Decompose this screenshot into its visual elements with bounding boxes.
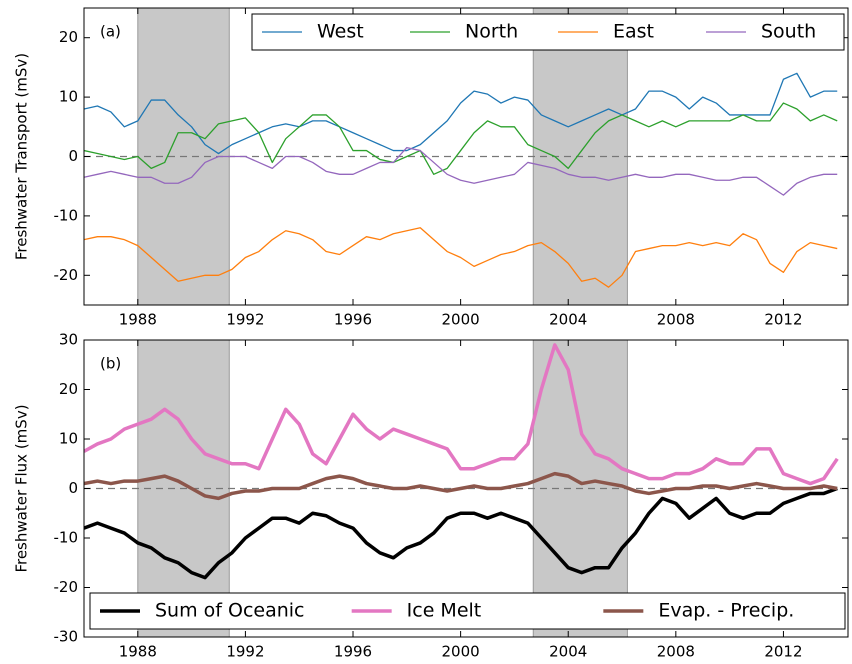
y-axis-label: Freshwater Transport (mSv) — [13, 53, 31, 260]
x-tick-label: 1992 — [226, 311, 264, 329]
x-tick-label: 1988 — [119, 643, 157, 661]
legend-label: East — [613, 21, 654, 43]
x-tick-label: 2012 — [764, 311, 802, 329]
series-line — [84, 146, 838, 196]
series-line — [84, 72, 838, 155]
series-line — [84, 486, 838, 580]
y-tick-label: 30 — [59, 331, 78, 349]
y-tick-label: 10 — [59, 88, 78, 106]
x-tick-label: 2012 — [764, 643, 802, 661]
y-tick-label: -20 — [54, 266, 79, 284]
legend-label: Sum of Oceanic — [155, 600, 305, 622]
y-tick-label: -30 — [54, 628, 79, 646]
x-tick-label: 1996 — [334, 311, 372, 329]
y-tick-label: 20 — [59, 380, 78, 398]
legend-label: North — [465, 21, 518, 43]
y-tick-label: -10 — [54, 206, 79, 224]
panel-label: (a) — [100, 23, 121, 41]
y-tick-label: -20 — [54, 578, 79, 596]
x-tick-label: 2004 — [549, 311, 587, 329]
legend-box — [89, 592, 846, 630]
x-tick-label: 2000 — [442, 643, 480, 661]
x-tick-label: 2000 — [442, 311, 480, 329]
x-tick-label: 1988 — [119, 311, 157, 329]
y-tick-label: 0 — [68, 479, 78, 497]
series-line — [84, 343, 839, 486]
x-tick-label: 1992 — [226, 643, 264, 661]
series-line — [84, 471, 838, 501]
panel-label: (b) — [100, 355, 121, 373]
y-tick-label: 0 — [68, 147, 78, 165]
y-tick-label: 20 — [59, 28, 78, 46]
plot-area — [84, 340, 848, 637]
series-line — [84, 102, 838, 175]
y-tick-label: -10 — [54, 529, 79, 547]
legend-label: South — [761, 21, 816, 43]
x-tick-label: 2008 — [657, 311, 695, 329]
x-tick-label: 2004 — [549, 643, 587, 661]
legend-label: Evap. - Precip. — [658, 600, 794, 622]
y-axis-label: Freshwater Flux (mSv) — [13, 404, 31, 572]
series-line — [84, 227, 838, 288]
legend-label: West — [317, 21, 364, 43]
x-tick-label: 1996 — [334, 643, 372, 661]
legend-label: Ice Melt — [407, 600, 482, 622]
x-tick-label: 2008 — [657, 643, 695, 661]
plot-area — [84, 8, 848, 305]
y-tick-label: 10 — [59, 430, 78, 448]
